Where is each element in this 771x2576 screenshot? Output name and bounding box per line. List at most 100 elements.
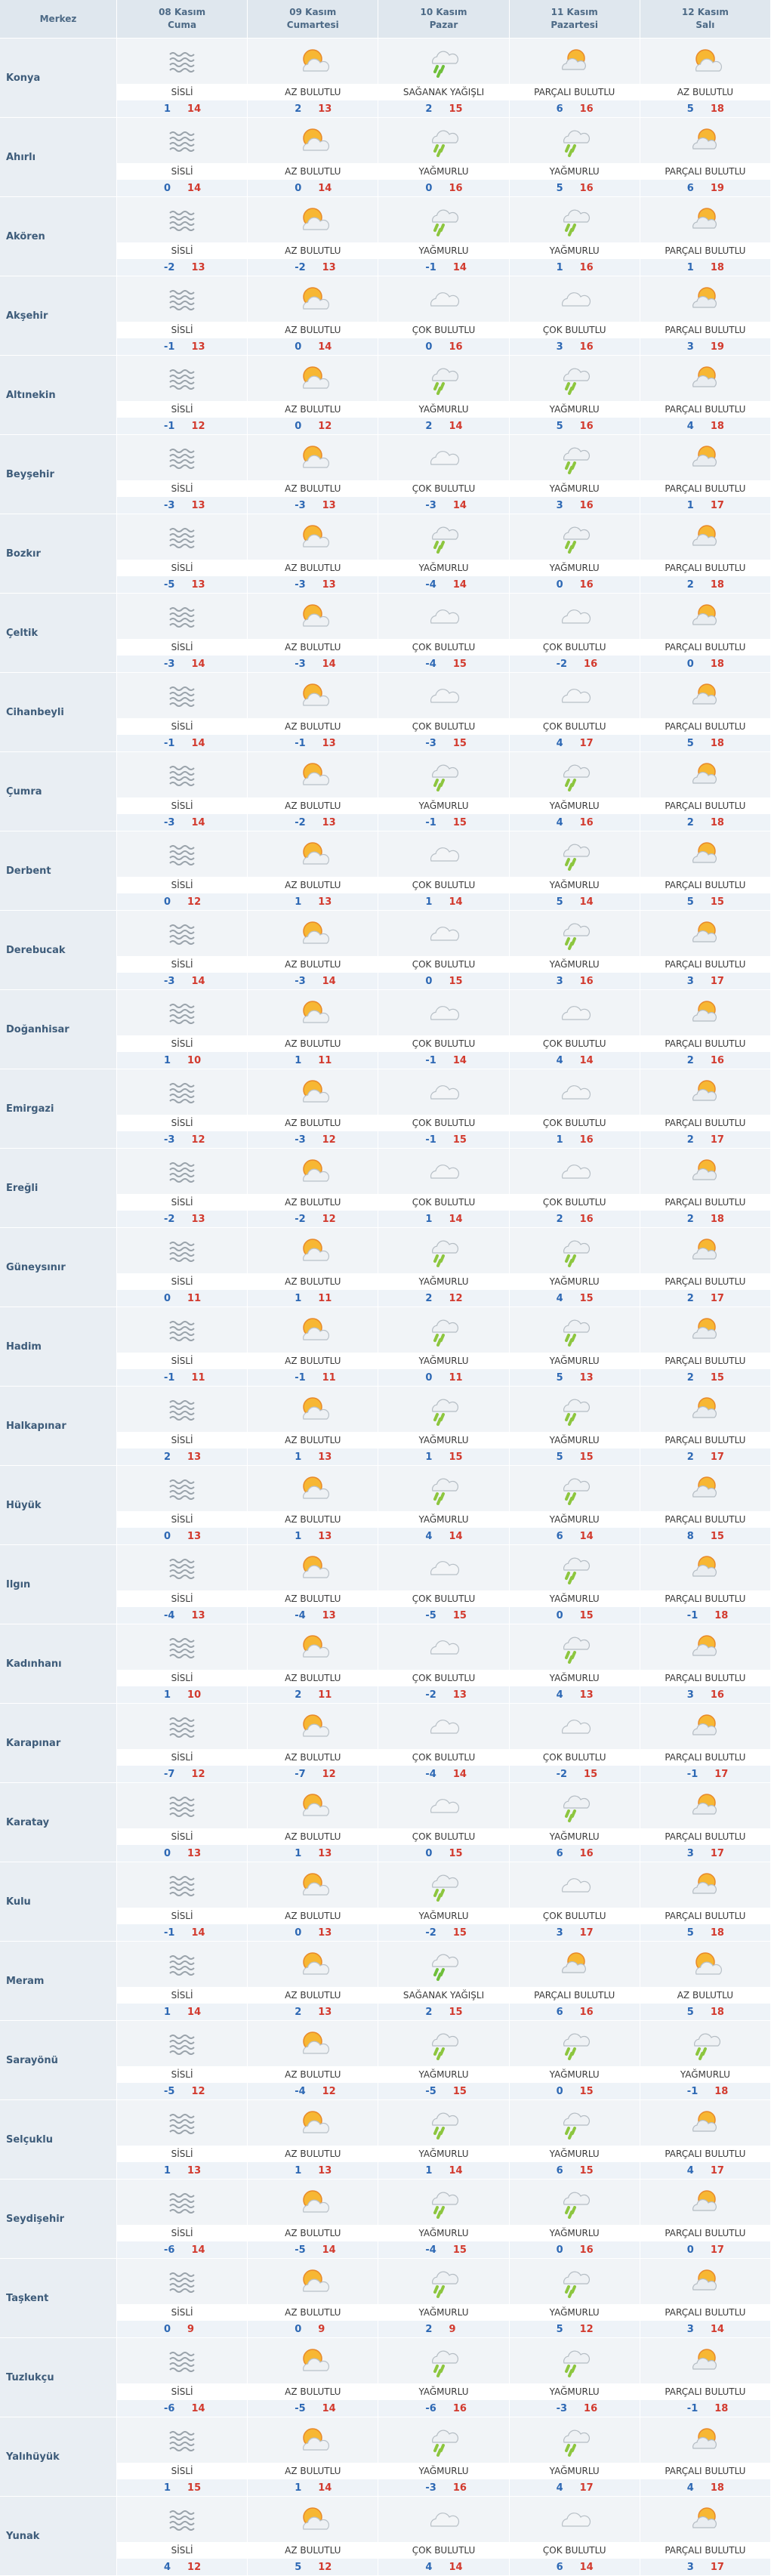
weather-icon — [378, 118, 508, 163]
min-temp: -2 — [164, 261, 175, 273]
condition: SİSLİ — [117, 1273, 248, 1290]
district-name: Karapınar — [0, 1704, 117, 1783]
condition: YAĞMURLU — [509, 797, 640, 814]
district-name: Cihanbeyli — [0, 673, 117, 752]
max-temp: 15 — [710, 896, 724, 908]
weather-icon — [640, 2417, 770, 2463]
min-temp: 1 — [164, 2164, 171, 2176]
condition: ÇOK BULUTLU — [378, 1670, 509, 1686]
min-temp: 3 — [686, 341, 694, 353]
max-temp: 13 — [191, 261, 205, 273]
icon — [169, 1797, 195, 1817]
weather-icon — [378, 990, 508, 1035]
max-temp: 14 — [579, 2561, 594, 2573]
icon — [430, 2513, 460, 2527]
weather-icon — [378, 2338, 508, 2383]
max-temp: 15 — [452, 1134, 467, 1146]
max-temp: 15 — [710, 1530, 724, 1542]
icon — [561, 2513, 591, 2527]
max-temp: 16 — [579, 975, 594, 987]
temperatures: 3 14 — [640, 2321, 770, 2337]
max-temp: 13 — [318, 103, 332, 115]
condition: SİSLİ — [117, 1908, 248, 1924]
condition: AZ BULUTLU — [248, 2304, 378, 2321]
weather-icon — [378, 673, 508, 718]
temperatures: 2 18 — [640, 576, 770, 593]
max-temp: 16 — [579, 499, 594, 511]
temperatures: -1 13 — [248, 735, 378, 751]
icon — [692, 1635, 717, 1656]
weather-icon — [248, 1624, 378, 1670]
weather-icon — [510, 2180, 640, 2225]
condition: AZ BULUTLU — [248, 1194, 378, 1211]
condition: SİSLİ — [117, 797, 248, 814]
district-name: Tuzlukçu — [0, 2338, 117, 2417]
condition: YAĞMURLU — [509, 2146, 640, 2162]
min-temp: 0 — [164, 1847, 171, 1859]
condition: PARÇALI BULUTLU — [640, 163, 770, 180]
temperatures: 4 12 — [117, 2559, 248, 2575]
forecast-cell: YAĞMURLU -4 14 — [378, 514, 510, 594]
weather-icon — [640, 2180, 770, 2225]
condition: SİSLİ — [117, 2146, 248, 2162]
temperatures: 6 14 — [509, 1528, 640, 1544]
condition: PARÇALI BULUTLU — [640, 718, 770, 735]
temperatures: -1 13 — [117, 338, 248, 355]
icon — [169, 1242, 195, 1262]
icon — [169, 52, 195, 72]
forecast-cell: AZ BULUTLU 5 18 — [640, 1942, 771, 2021]
temperatures: 1 14 — [117, 2004, 248, 2020]
weather-icon — [510, 1624, 640, 1670]
condition: SİSLİ — [117, 1432, 248, 1448]
weather-icon — [510, 1466, 640, 1511]
weather-icon — [510, 911, 640, 956]
icon — [561, 609, 591, 624]
temperatures: 4 17 — [509, 735, 640, 751]
condition: ÇOK BULUTLU — [378, 1590, 509, 1607]
condition: PARÇALI BULUTLU — [509, 1987, 640, 2004]
forecast-cell: AZ BULUTLU 1 13 — [248, 1387, 379, 1466]
min-temp: -5 — [425, 1609, 436, 1621]
temperatures: 1 10 — [117, 1686, 248, 1703]
min-temp: 0 — [164, 896, 171, 908]
icon — [303, 287, 330, 310]
temperatures: -7 12 — [117, 1766, 248, 1782]
temperatures: 2 12 — [378, 1290, 509, 1307]
icon — [303, 1476, 330, 1499]
weather-icon — [510, 2021, 640, 2066]
forecast-cell: YAĞMURLU 5 13 — [509, 1307, 640, 1387]
weather-icon — [378, 197, 508, 242]
max-temp: 15 — [452, 737, 467, 749]
min-temp: -2 — [295, 816, 306, 828]
icon — [432, 130, 459, 157]
forecast-cell: SİSLİ -3 12 — [117, 1069, 248, 1149]
max-temp: 12 — [449, 1292, 463, 1304]
max-temp: 16 — [452, 2482, 467, 2494]
min-temp: 4 — [686, 420, 694, 432]
weather-icon — [510, 673, 640, 718]
forecast-cell: AZ BULUTLU -5 14 — [248, 2338, 379, 2417]
weather-icon — [640, 514, 770, 560]
min-temp: -5 — [295, 2402, 306, 2414]
temperatures: 4 13 — [509, 1686, 640, 1703]
forecast-cell: ÇOK BULUTLU 4 14 — [378, 2497, 510, 2576]
forecast-cell: AZ BULUTLU 0 13 — [248, 1862, 379, 1942]
max-temp: 15 — [449, 2006, 463, 2018]
temperatures: -3 12 — [248, 1131, 378, 1148]
max-temp: 14 — [452, 1054, 467, 1066]
weather-icon — [640, 1942, 770, 1987]
weather-icon — [248, 1942, 378, 1987]
min-temp: 1 — [425, 1213, 433, 1225]
forecast-cell: SİSLİ -1 11 — [117, 1307, 248, 1387]
icon — [432, 2033, 459, 2060]
district-name: Meram — [0, 1942, 117, 2021]
weather-icon — [117, 752, 247, 797]
temperatures: -3 14 — [117, 814, 248, 831]
max-temp: 14 — [579, 1054, 594, 1066]
min-temp: 1 — [295, 1847, 302, 1859]
condition: AZ BULUTLU — [248, 2146, 378, 2162]
condition: PARÇALI BULUTLU — [640, 2383, 770, 2400]
weather-icon — [117, 594, 247, 639]
condition: SİSLİ — [117, 1828, 248, 1845]
